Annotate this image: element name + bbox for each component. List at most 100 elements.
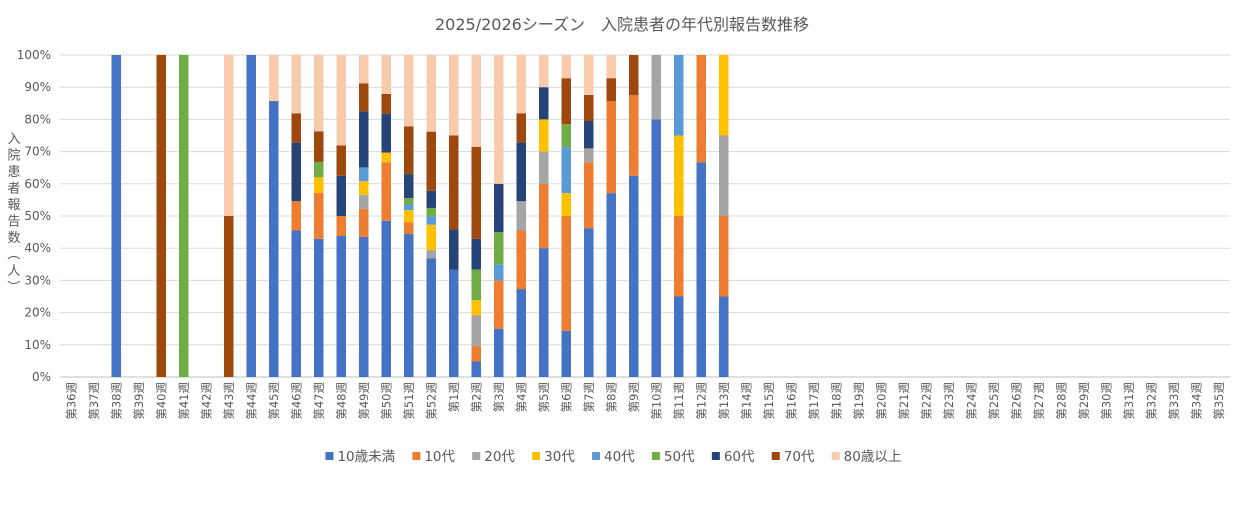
x-tick-label: 第37週 (87, 382, 101, 420)
x-tick-label: 第23週 (942, 382, 956, 420)
bar-segment (359, 181, 369, 196)
bar-segment (584, 148, 594, 163)
x-tick-label: 第49週 (357, 382, 371, 420)
bar-segment (606, 78, 616, 102)
bar-segment (561, 124, 571, 148)
bar-segment (449, 135, 459, 230)
x-tick-label: 第51週 (402, 382, 416, 420)
x-tick-label: 第17週 (807, 382, 821, 420)
bar-segment (539, 119, 549, 152)
bar-segment (516, 142, 526, 202)
bar-segment (336, 216, 346, 236)
y-axis-label-char: 院 (7, 149, 20, 164)
bar-segment (449, 229, 459, 270)
chart-title: 2025/2026シーズン 入院患者の年代別報告数推移 (435, 15, 809, 34)
bar-segment (494, 280, 504, 329)
bar-segment (494, 264, 504, 281)
y-axis-label-char: 人 (7, 264, 20, 279)
x-tick-label: 第22週 (919, 382, 933, 420)
bar-segment (471, 269, 481, 301)
x-tick-label: 第28週 (1054, 382, 1068, 420)
bar-segment (111, 55, 121, 377)
legend: 10歳未満 10代 20代 30代 40代 50代 60代 70代 80歳以上 (325, 449, 901, 465)
x-tick-label: 第43週 (222, 382, 236, 420)
bar-segment (539, 87, 549, 120)
bar-segment (471, 300, 481, 316)
bar-segment (471, 361, 481, 377)
legend-label: 10代 (424, 449, 455, 465)
bar-segment (584, 94, 594, 122)
bar-segment (381, 152, 391, 163)
bar-segment (561, 216, 571, 331)
bar-segment (494, 55, 504, 184)
bar-segment (584, 228, 594, 377)
y-tick-label: 10% (24, 338, 51, 352)
y-tick-label: 0% (32, 370, 51, 384)
x-tick-label: 第45週 (267, 382, 281, 420)
bar-segment (426, 190, 436, 208)
bar-segment (539, 55, 549, 88)
bar-segment (426, 131, 436, 191)
legend-swatch (472, 452, 481, 460)
bar-segment (291, 201, 301, 231)
x-tick-label: 第40週 (154, 382, 168, 420)
bar-segment (719, 296, 729, 377)
y-tick-label: 100% (17, 48, 51, 62)
bar-segment (224, 216, 234, 377)
x-axis-ticks: 第36週 第37週 第38週 第39週 第40週 第41週 第42週 第43週 第44週 第45週… (64, 382, 1226, 420)
bar-segment (404, 174, 414, 198)
x-tick-label: 第30週 (1099, 382, 1113, 420)
y-axis-label-char: 者 (7, 182, 20, 197)
bar-segment (404, 222, 414, 235)
bar-segment (246, 55, 256, 377)
bar-segment (516, 289, 526, 377)
bar-segment (539, 183, 549, 249)
bar-segment (471, 54, 481, 147)
x-tick-label: 第35週 (1212, 382, 1226, 420)
x-tick-label: 第16週 (784, 382, 798, 420)
bar-segment (539, 151, 549, 184)
legend-label: 30代 (544, 449, 575, 465)
bar-segment (381, 220, 391, 377)
legend-label: 70代 (784, 449, 815, 465)
x-tick-label: 第5週 (537, 382, 551, 413)
bar-segment (651, 55, 661, 120)
bar-segment (426, 258, 436, 377)
bar-segment (561, 330, 571, 377)
bar-segment (674, 296, 684, 377)
y-tick-label: 70% (24, 145, 51, 159)
bar-segment (314, 192, 324, 239)
bar-segment (336, 175, 346, 216)
legend-swatch (651, 452, 660, 460)
bar-segment (494, 183, 504, 233)
bar-segment (359, 83, 369, 112)
bar-segment (674, 216, 684, 297)
bar-segment (449, 55, 459, 136)
bar-segment (449, 269, 459, 377)
bar-segment (674, 55, 684, 136)
x-tick-label: 第36週 (64, 382, 78, 420)
x-tick-label: 第24週 (964, 382, 978, 420)
bar-segment (426, 250, 436, 259)
bar-segment (404, 55, 414, 127)
bar-segment (516, 230, 526, 290)
legend-swatch (711, 452, 720, 460)
bar-segment (359, 167, 369, 182)
x-tick-label: 第21週 (897, 382, 911, 420)
bar-segment (404, 126, 414, 175)
x-tick-label: 第32週 (1144, 382, 1158, 420)
bar-segment (426, 216, 436, 225)
gridlines (60, 54, 1230, 378)
bar-segment (404, 197, 414, 205)
legend-label: 10歳未満 (337, 449, 395, 465)
y-tick-label: 80% (24, 112, 51, 126)
bar-segment (471, 146, 481, 239)
bar-segment (719, 216, 729, 297)
bar-segment (224, 55, 234, 216)
x-tick-label: 第10週 (649, 382, 663, 420)
bar-segment (404, 204, 414, 211)
x-tick-label: 第33週 (1167, 382, 1181, 420)
bar-segment (314, 177, 324, 193)
